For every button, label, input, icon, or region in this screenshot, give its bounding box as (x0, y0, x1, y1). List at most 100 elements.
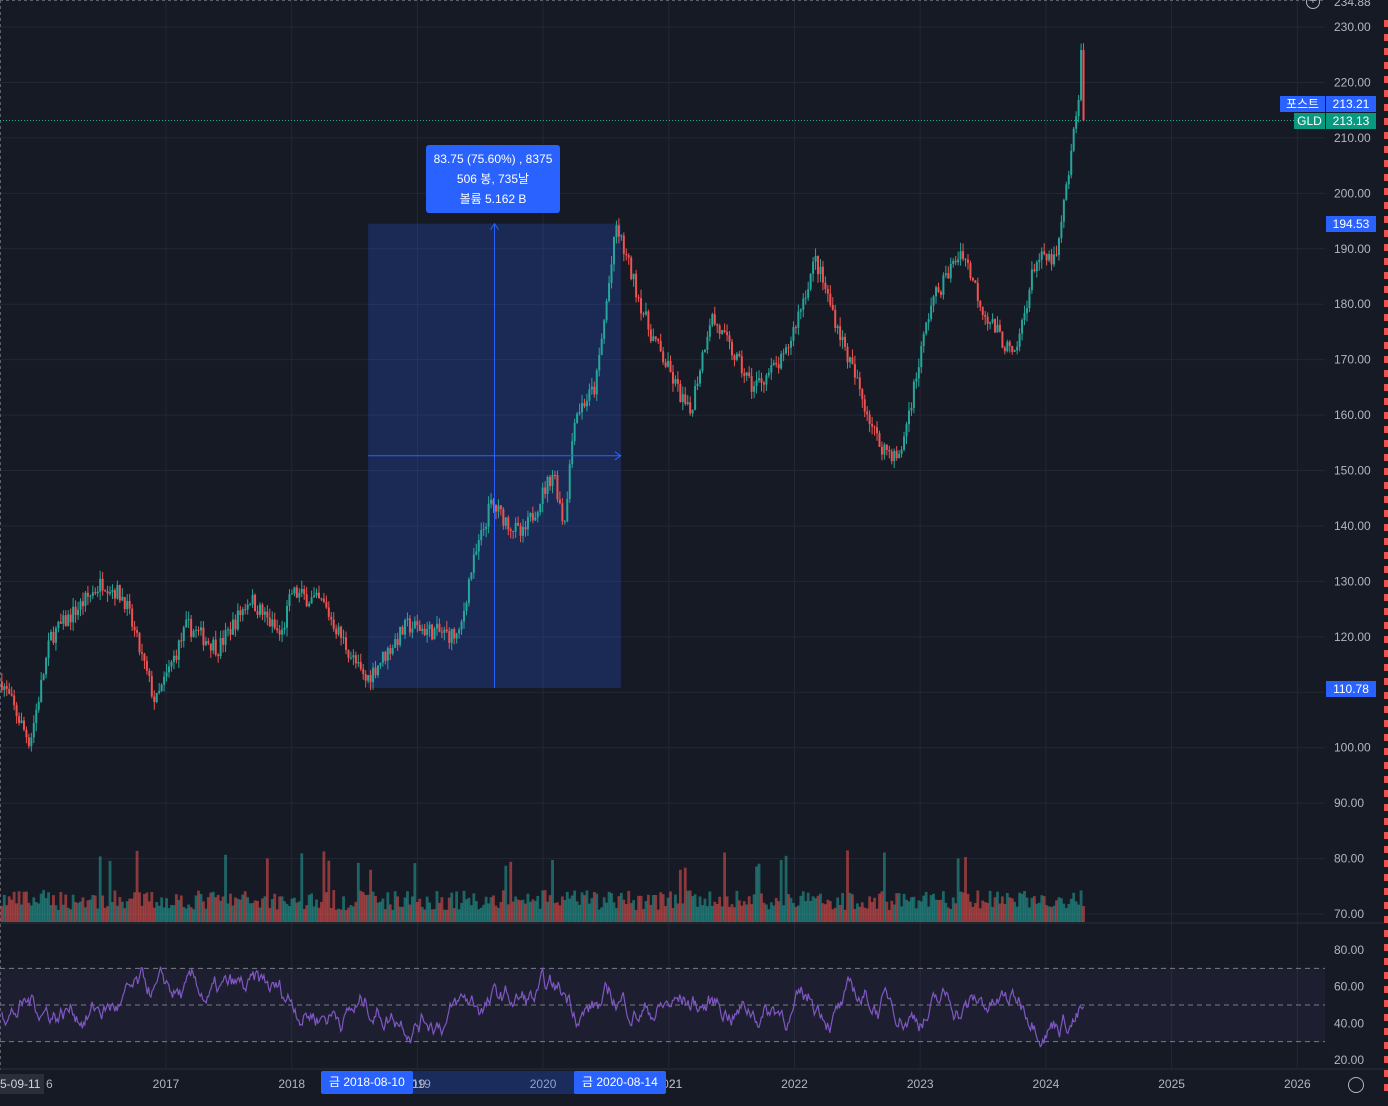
volume-bar (428, 902, 431, 922)
post-market-price: 213.21 (1326, 96, 1376, 112)
volume-bar (1064, 908, 1068, 922)
volume-bar (927, 906, 931, 922)
volume-bar (305, 905, 309, 922)
volume-bar (674, 894, 677, 922)
edge-marker (1384, 496, 1388, 503)
candle-body (150, 676, 153, 697)
candle-body (581, 403, 584, 413)
candle-body (1045, 254, 1048, 261)
volume-bar (246, 897, 250, 922)
candle-body (657, 339, 660, 342)
candle-body (590, 386, 593, 390)
volume-bar (578, 904, 581, 922)
candle-body (406, 618, 409, 620)
volume-bar (20, 904, 23, 922)
candle-body (863, 399, 866, 412)
volume-bar (261, 898, 264, 922)
candle-body (519, 525, 522, 536)
volume-bar (47, 892, 50, 922)
volume-bar (737, 900, 741, 922)
volume-bar (492, 895, 495, 922)
volume-bar (993, 897, 997, 922)
volume-bar (393, 891, 397, 922)
candle-body (317, 592, 320, 599)
candle-body (730, 341, 733, 356)
candle-body (745, 372, 748, 376)
candle-body (492, 499, 495, 506)
edge-marker (1384, 678, 1388, 685)
volume-bar (720, 906, 724, 922)
candle-body (969, 262, 972, 279)
edge-marker (1384, 426, 1388, 433)
volume-bar (688, 890, 692, 922)
volume-bar (398, 906, 402, 922)
volume-bar (533, 900, 537, 922)
candle-body (421, 628, 424, 631)
candle-body (848, 357, 851, 363)
edge-marker (1384, 888, 1388, 895)
volume-bar (172, 905, 176, 922)
candle-body (222, 637, 225, 645)
volume-bar (792, 903, 795, 922)
volume-bar (143, 893, 146, 922)
volume-bar (179, 895, 183, 922)
candle-body (423, 628, 426, 636)
volume-bar (150, 892, 154, 922)
volume-bar (423, 909, 427, 922)
volume-bar (703, 898, 707, 922)
volume-bar (174, 894, 178, 922)
edge-marker (1384, 664, 1388, 671)
candle-body (935, 287, 938, 297)
candle-body (364, 674, 367, 681)
candle-body (706, 336, 709, 350)
candle-body (593, 386, 596, 395)
candle-body (310, 597, 313, 604)
volume-bar (86, 900, 90, 922)
volume-bar (733, 907, 736, 922)
candle-body (1072, 128, 1075, 151)
candle-body (347, 649, 350, 658)
volume-bar (37, 903, 41, 922)
volume-bar (959, 891, 963, 922)
candle-body (47, 640, 50, 659)
rsi-line (1, 966, 1085, 1048)
volume-bar (831, 909, 835, 922)
candle-body (927, 319, 930, 323)
candle-body (327, 607, 330, 617)
candle-body (276, 628, 279, 631)
candle-body (760, 378, 763, 383)
candle-body (831, 304, 834, 310)
candle-body (605, 300, 608, 321)
candle-body (303, 588, 306, 595)
candle-body (630, 257, 633, 280)
candle-body (113, 590, 116, 599)
edge-marker (1384, 790, 1388, 797)
candle-body (723, 330, 726, 333)
candle-body (367, 675, 370, 681)
candle-body (635, 273, 638, 298)
volume-bar (509, 861, 513, 922)
price-tick-label: 180.00 (1334, 297, 1371, 311)
candle-body (799, 309, 802, 312)
candle-body (544, 487, 547, 494)
candle-body (315, 592, 318, 596)
volume-bar (782, 905, 786, 922)
volume-bar (592, 891, 596, 922)
candle-body (219, 637, 222, 657)
gear-icon[interactable] (1348, 1077, 1364, 1093)
candle-body (772, 362, 775, 366)
candle-body (325, 601, 328, 608)
candle-body (231, 619, 234, 635)
candle-body (185, 619, 188, 628)
candle-body (780, 354, 783, 369)
candle-body (959, 251, 962, 260)
candle-body (1065, 184, 1068, 200)
candle-body (667, 360, 670, 367)
volume-bar (329, 907, 333, 922)
volume-bar (91, 894, 95, 922)
volume-bar (337, 908, 341, 922)
candle-body (40, 679, 43, 702)
plus-circle-icon[interactable]: + (1306, 0, 1320, 9)
